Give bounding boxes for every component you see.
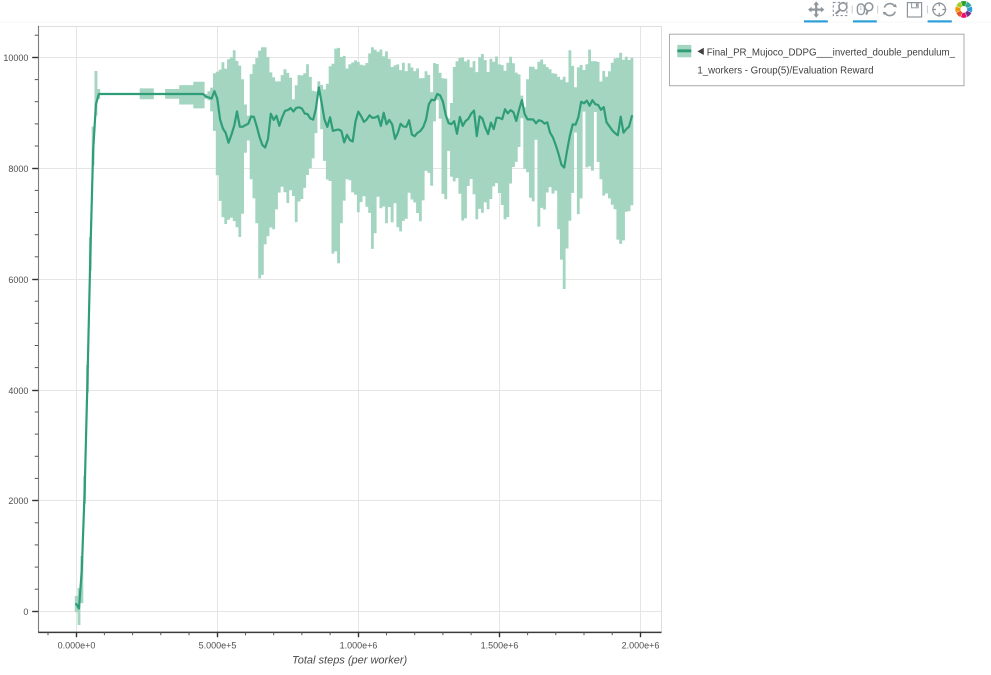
svg-text:1.000e+6: 1.000e+6: [340, 641, 378, 651]
svg-text:0: 0: [23, 607, 28, 617]
svg-text:8000: 8000: [8, 164, 28, 174]
svg-text:10000: 10000: [3, 53, 28, 63]
svg-text:6000: 6000: [8, 275, 28, 285]
svg-text:4000: 4000: [8, 386, 28, 396]
svg-text:Final_PR_Mujoco_DDPG___inverte: Final_PR_Mujoco_DDPG___inverted_double_p…: [707, 47, 956, 58]
svg-text:1_workers - Group(5)/Evaluatio: 1_workers - Group(5)/Evaluation Reward: [697, 66, 873, 77]
svg-text:5.000e+5: 5.000e+5: [199, 641, 237, 651]
svg-text:2.000e+6: 2.000e+6: [622, 641, 660, 651]
svg-text:Total steps (per worker): Total steps (per worker): [292, 655, 407, 667]
svg-text:1.500e+6: 1.500e+6: [481, 641, 519, 651]
svg-text:2000: 2000: [8, 496, 28, 506]
svg-text:0.000e+0: 0.000e+0: [58, 641, 96, 651]
